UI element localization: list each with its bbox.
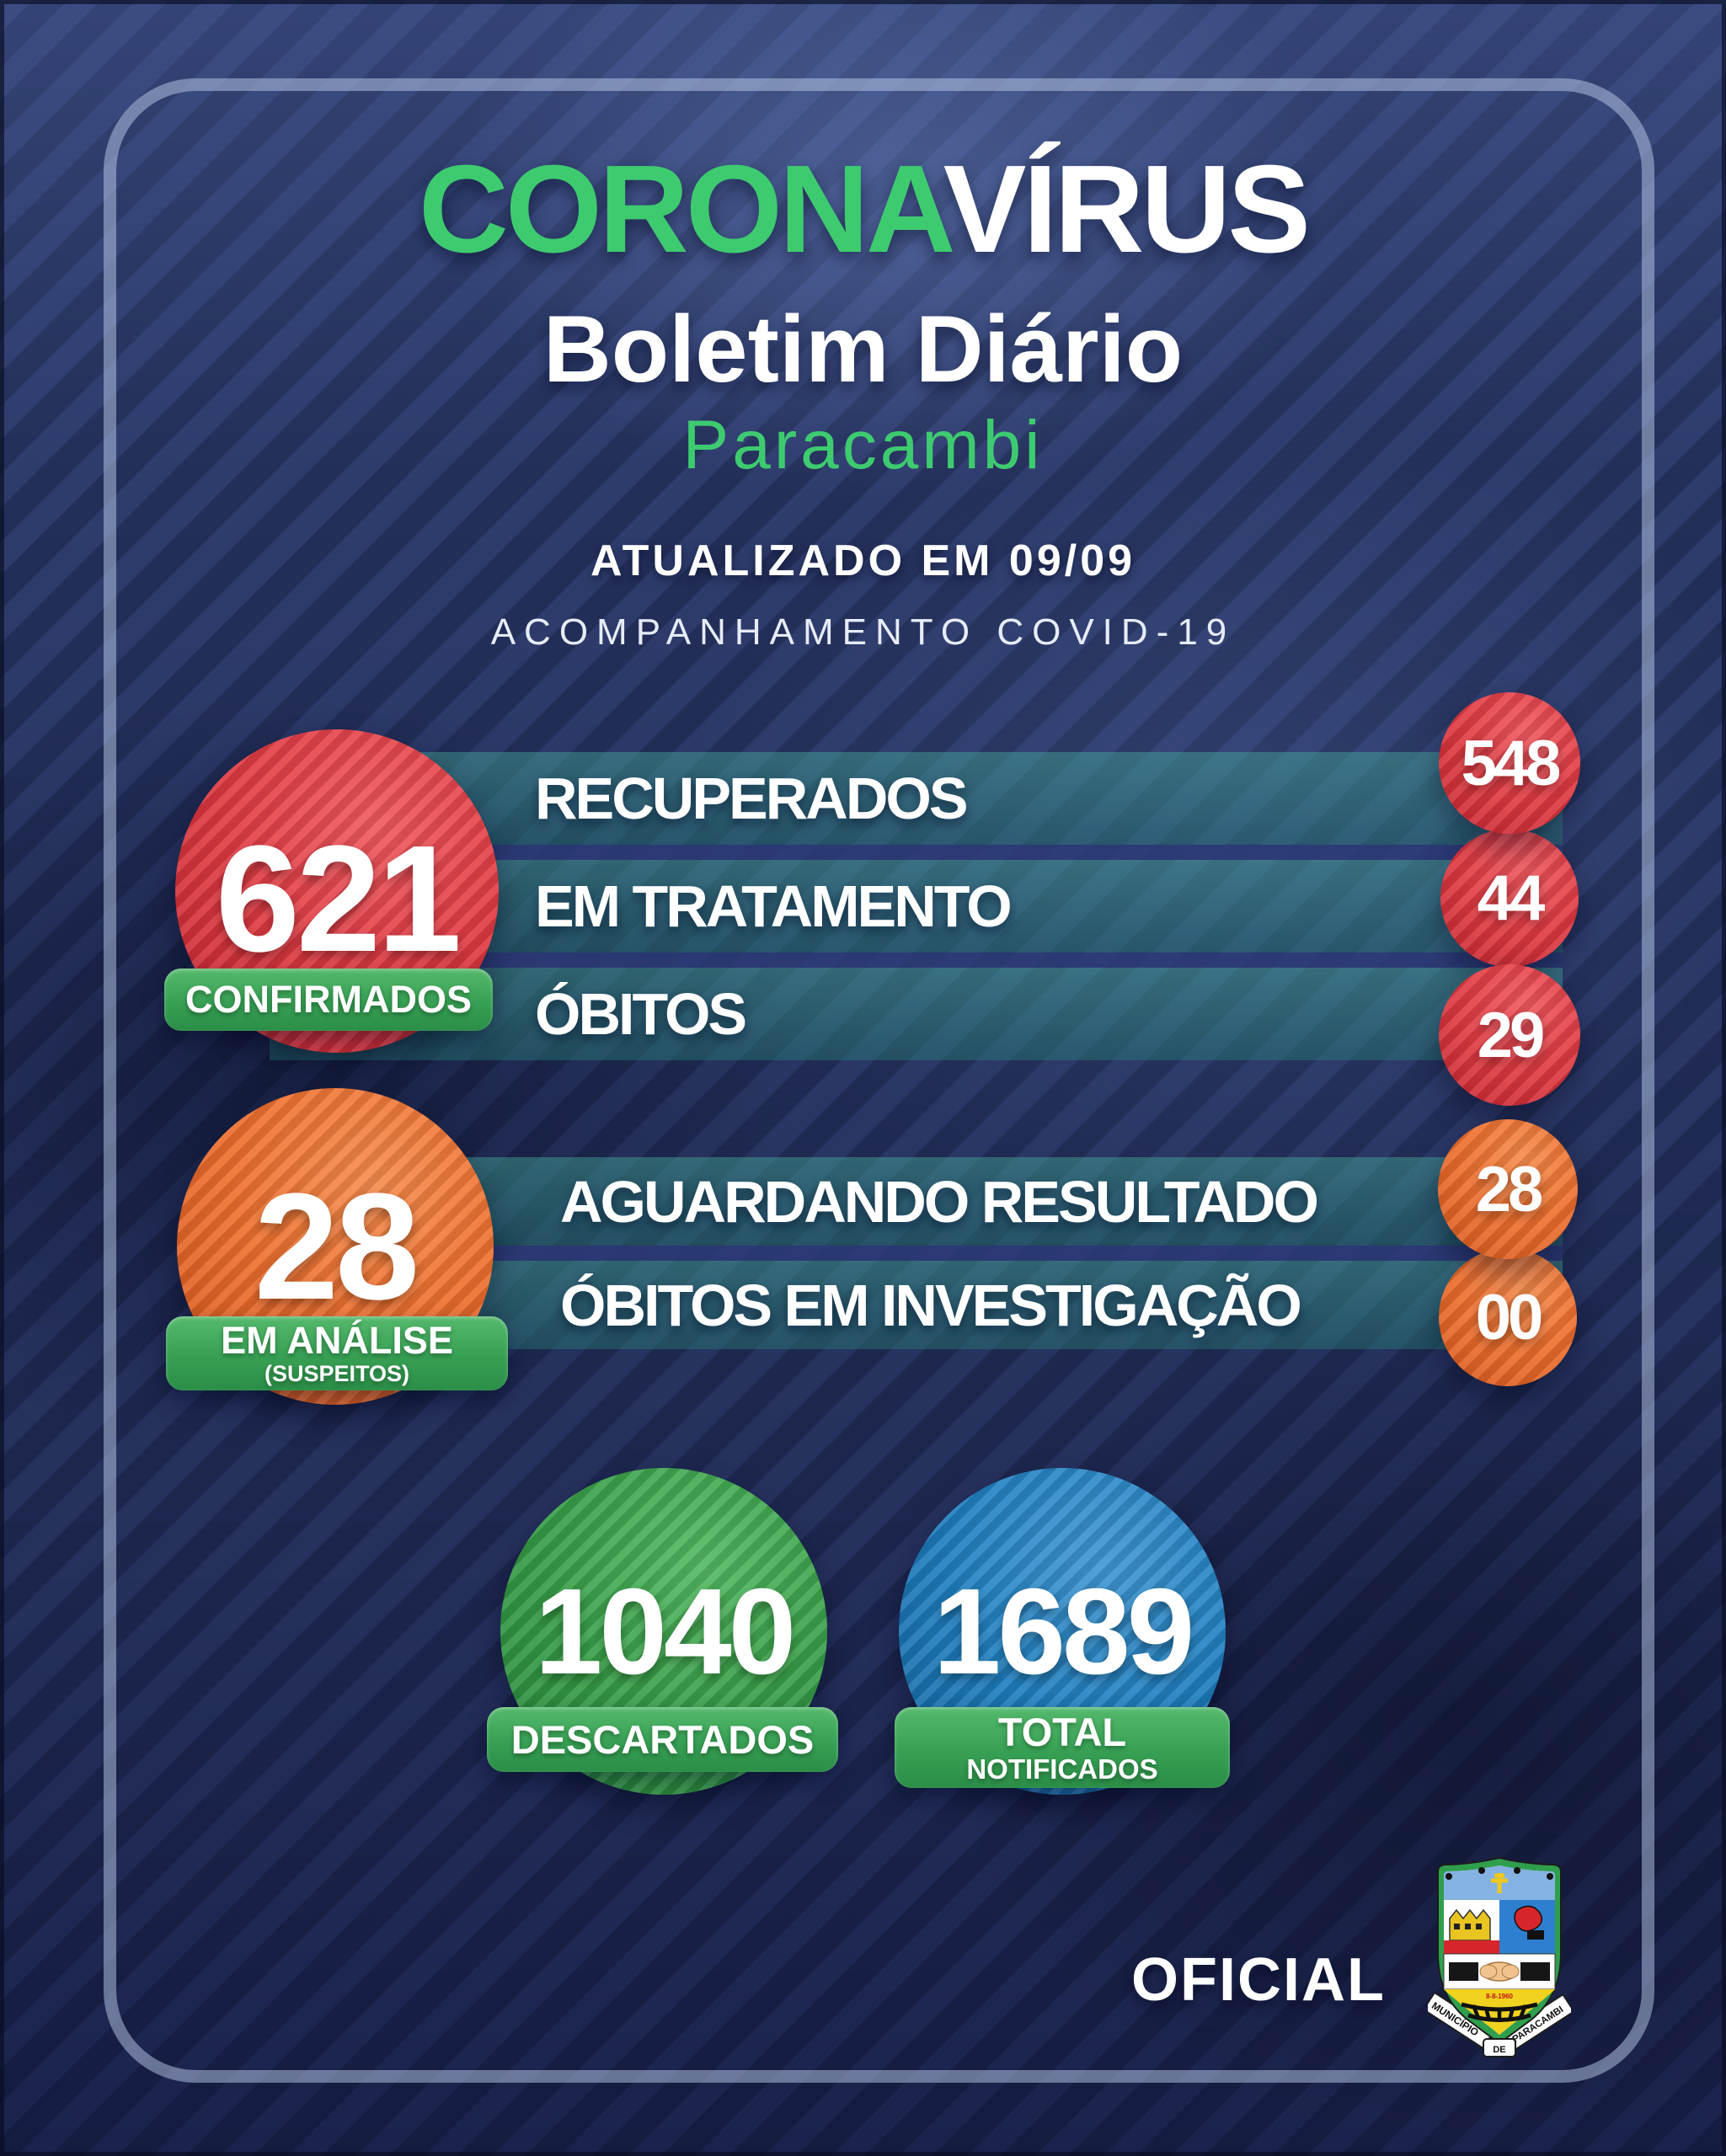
decorative-frame bbox=[104, 78, 1654, 2083]
crest-sleeve-right bbox=[1520, 1962, 1550, 1981]
crest-text-de: DE bbox=[1493, 2045, 1505, 2055]
confirmed-label-pill: CONFIRMADOS bbox=[164, 969, 493, 1031]
crest-dot bbox=[1478, 1867, 1485, 1874]
row-recuperados: RECUPERADOS bbox=[270, 752, 1563, 845]
crest-window bbox=[1454, 1924, 1460, 1929]
row-em-tratamento-label: EM TRATAMENTO bbox=[535, 873, 1013, 939]
descartados-label-pill: DESCARTADOS bbox=[487, 1707, 838, 1772]
crest-hand-left bbox=[1479, 1964, 1498, 1979]
crest-sleeve-left bbox=[1449, 1962, 1478, 1981]
crest-black-charge bbox=[1527, 1930, 1544, 1940]
aguardando-value: 28 bbox=[1475, 1153, 1544, 1225]
descartados-label: DESCARTADOS bbox=[510, 1717, 815, 1762]
row-obitos: ÓBITOS bbox=[270, 968, 1563, 1060]
em-tratamento-value-circle: 44 bbox=[1440, 829, 1579, 967]
recuperados-value-circle: 548 bbox=[1439, 692, 1580, 834]
row-divider bbox=[270, 845, 1563, 860]
crest-red-charge bbox=[1514, 1905, 1543, 1932]
title-virus: VÍRUS bbox=[943, 140, 1311, 279]
suspects-label-pill: EM ANÁLISE (SUSPEITOS) bbox=[166, 1316, 508, 1390]
aguardando-value-circle: 28 bbox=[1438, 1119, 1578, 1259]
total-notificados-value: 1689 bbox=[932, 1562, 1195, 1700]
confirmed-label: CONFIRMADOS bbox=[185, 978, 472, 1021]
row-divider bbox=[270, 953, 1563, 968]
obitos-investigacao-value: 00 bbox=[1475, 1281, 1544, 1353]
crest-hand-right bbox=[1501, 1964, 1520, 1979]
suspects-total-value: 28 bbox=[254, 1161, 419, 1331]
total-label: TOTAL bbox=[997, 1710, 1127, 1754]
crest-date: 8-8-1960 bbox=[1486, 1993, 1514, 2000]
subtitle-daily-bulletin: Boletim Diário bbox=[542, 296, 1184, 402]
obitos-value: 29 bbox=[1477, 999, 1546, 1071]
crest-dot bbox=[1547, 1873, 1553, 1880]
page-title: CORONAVÍRUS bbox=[0, 147, 1726, 272]
row-recuperados-label: RECUPERADOS bbox=[535, 766, 969, 831]
title-corona: CORONA bbox=[418, 140, 947, 279]
crest-red-ground bbox=[1444, 1940, 1499, 1954]
updated-date-label: ATUALIZADO EM 09/09 bbox=[590, 536, 1136, 585]
row-obitos-investigacao-label: ÓBITOS EM INVESTIGAÇÃO bbox=[560, 1272, 1302, 1338]
crest-ribbon-center bbox=[1483, 2038, 1516, 2057]
obitos-value-circle: 29 bbox=[1439, 964, 1580, 1106]
crest-window bbox=[1476, 1924, 1482, 1929]
row-obitos-label: ÓBITOS bbox=[535, 981, 747, 1047]
obitos-investigacao-value-circle: 00 bbox=[1439, 1248, 1577, 1386]
tracking-label: ACOMPANHAMENTO COVID-19 bbox=[490, 611, 1236, 653]
official-label: OFICIAL bbox=[1131, 1946, 1386, 2014]
em-tratamento-value: 44 bbox=[1477, 862, 1546, 934]
suspects-label: EM ANÁLISE bbox=[221, 1319, 453, 1363]
notificados-sublabel: NOTIFICADOS bbox=[966, 1753, 1158, 1785]
confirmed-rows: RECUPERADOS EM TRATAMENTO ÓBITOS bbox=[270, 752, 1563, 1060]
recuperados-value: 548 bbox=[1461, 727, 1562, 799]
suspects-sublabel: (SUSPEITOS) bbox=[264, 1360, 410, 1386]
crest-ornament bbox=[1491, 1873, 1508, 1893]
total-notificados-label-pill: TOTAL NOTIFICADOS bbox=[895, 1707, 1230, 1788]
descartados-value: 1040 bbox=[534, 1562, 797, 1700]
crest-dot bbox=[1445, 1873, 1452, 1880]
row-divider bbox=[270, 1246, 1563, 1261]
crest-dot bbox=[1514, 1867, 1520, 1874]
crest-rail-ties bbox=[1471, 2004, 1528, 2022]
paracambi-coat-of-arms: MUNICÍPIO PARACAMBI bbox=[1428, 1856, 1571, 2057]
confirmed-total-value: 621 bbox=[215, 814, 462, 984]
city-name: Paracambi bbox=[682, 407, 1044, 483]
row-aguardando-label: AGUARDANDO RESULTADO bbox=[560, 1168, 1319, 1235]
crest-window bbox=[1465, 1924, 1471, 1929]
